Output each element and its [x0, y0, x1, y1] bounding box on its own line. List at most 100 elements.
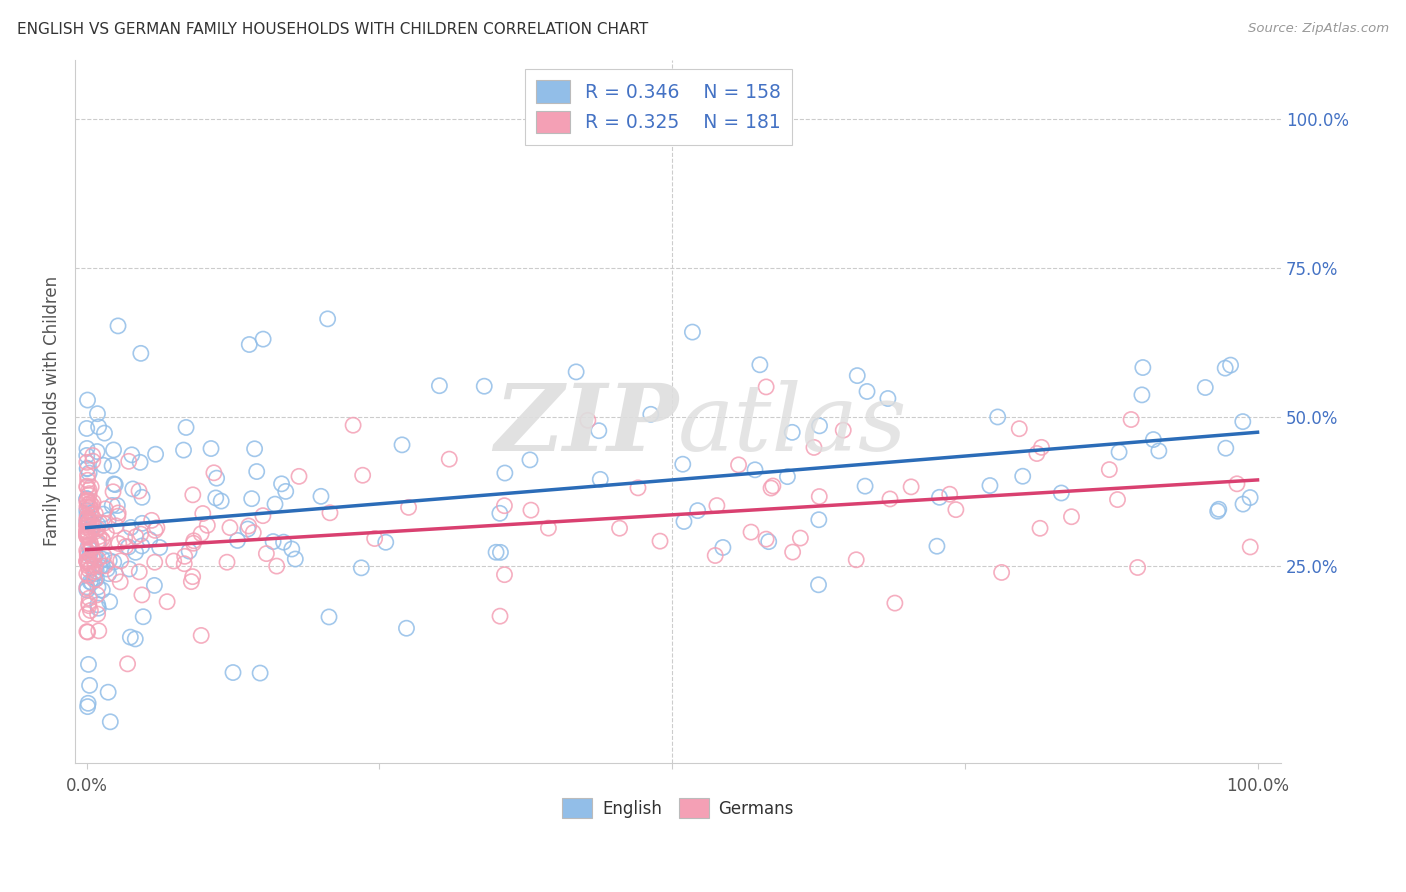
Point [1142, 433, 1164, 447]
Point [76, 530, 98, 544]
Point [76, 519, 98, 533]
Point [565, 365, 588, 379]
Point [1050, 486, 1073, 500]
Point [883, 596, 905, 610]
Point [309, 489, 332, 503]
Point [284, 552, 307, 566]
Point [76, 581, 98, 595]
Point [125, 530, 148, 544]
Point [704, 549, 727, 563]
Point [87, 580, 110, 594]
Point [76, 494, 98, 508]
Point [494, 499, 516, 513]
Point [131, 516, 153, 531]
Point [84, 507, 107, 521]
Point [727, 458, 749, 472]
Point [711, 541, 734, 555]
Point [1011, 469, 1033, 483]
Point [1147, 443, 1170, 458]
Point [352, 468, 374, 483]
Point [856, 384, 879, 399]
Point [1025, 446, 1047, 460]
Point [945, 502, 967, 516]
Point [252, 508, 274, 523]
Point [588, 424, 610, 438]
Point [780, 425, 803, 440]
Point [76, 525, 98, 540]
Point [1206, 504, 1229, 518]
Point [94, 558, 117, 573]
Point [243, 442, 266, 456]
Point [83, 573, 105, 587]
Point [1119, 412, 1142, 426]
Point [76, 556, 98, 570]
Point [128, 565, 150, 579]
Point [156, 595, 179, 609]
Point [80, 508, 103, 522]
Point [77, 483, 100, 497]
Point [86, 572, 108, 586]
Point [76, 449, 98, 463]
Point [129, 346, 152, 360]
Point [77, 569, 100, 583]
Point [103, 442, 125, 457]
Point [776, 469, 799, 483]
Point [180, 574, 202, 589]
Point [76, 479, 98, 493]
Point [270, 476, 292, 491]
Point [274, 484, 297, 499]
Point [138, 533, 160, 547]
Point [76, 455, 98, 469]
Text: atlas: atlas [678, 380, 907, 470]
Point [149, 541, 172, 555]
Point [77, 538, 100, 552]
Point [93, 516, 115, 531]
Point [77, 591, 100, 606]
Point [101, 458, 124, 473]
Point [807, 513, 830, 527]
Point [82, 495, 104, 509]
Point [97, 513, 120, 527]
Point [80, 541, 103, 555]
Point [76, 543, 98, 558]
Point [489, 545, 512, 559]
Point [183, 533, 205, 548]
Point [173, 557, 195, 571]
Point [76, 521, 98, 535]
Point [398, 500, 420, 515]
Point [76, 528, 98, 542]
Point [987, 409, 1010, 424]
Point [264, 497, 287, 511]
Point [205, 471, 228, 485]
Point [107, 536, 129, 550]
Point [77, 599, 100, 613]
Point [439, 452, 461, 467]
Point [281, 541, 304, 556]
Point [1031, 441, 1053, 455]
Point [96, 562, 118, 576]
Point [101, 499, 124, 513]
Point [76, 500, 98, 514]
Point [938, 487, 960, 501]
Point [76, 583, 98, 598]
Point [76, 480, 98, 494]
Point [117, 657, 139, 671]
Point [489, 506, 512, 520]
Point [537, 521, 560, 535]
Point [84, 548, 107, 562]
Point [77, 515, 100, 529]
Point [76, 473, 98, 487]
Point [76, 510, 98, 524]
Point [96, 525, 118, 540]
Point [76, 491, 98, 506]
Point [76, 512, 98, 526]
Point [131, 588, 153, 602]
Point [82, 454, 104, 468]
Point [79, 678, 101, 692]
Point [249, 666, 271, 681]
Point [489, 609, 512, 624]
Point [141, 513, 163, 527]
Point [103, 555, 125, 569]
Point [472, 379, 495, 393]
Point [374, 535, 396, 549]
